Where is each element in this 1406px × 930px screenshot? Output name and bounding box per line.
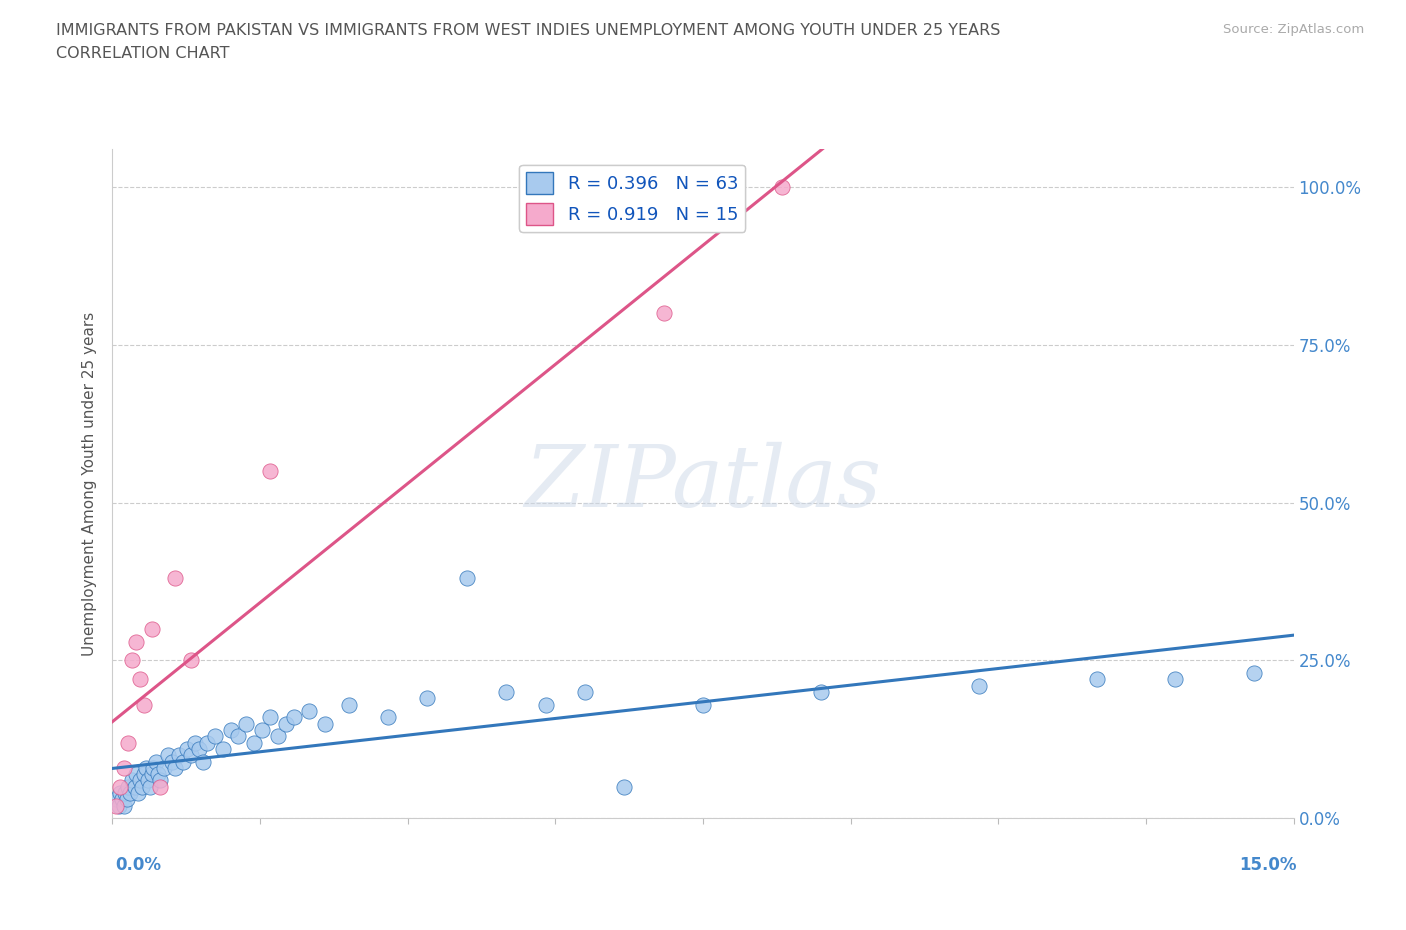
Point [770, 179, 793, 194]
Point [377, 710, 399, 724]
Point [314, 716, 336, 731]
Point [169, 748, 191, 763]
Point [534, 698, 557, 712]
Point [195, 735, 218, 750]
Point [132, 698, 155, 712]
Point [145, 754, 167, 769]
Point [105, 792, 128, 807]
Point [165, 571, 187, 586]
Point [105, 798, 128, 813]
Point [115, 792, 138, 807]
Point [121, 653, 143, 668]
Point [131, 779, 153, 794]
Point [574, 684, 596, 699]
Point [135, 761, 157, 776]
Point [124, 779, 146, 794]
Point [456, 571, 478, 586]
Point [139, 779, 162, 794]
Point [259, 463, 281, 478]
Point [112, 798, 135, 813]
Point [136, 773, 159, 788]
Point [156, 748, 179, 763]
Point [337, 698, 360, 712]
Point [117, 779, 139, 794]
Point [495, 684, 517, 699]
Point [204, 729, 226, 744]
Point [129, 773, 152, 788]
Point [188, 741, 211, 756]
Point [111, 792, 134, 807]
Text: 0.0%: 0.0% [115, 856, 162, 873]
Point [172, 754, 194, 769]
Text: CORRELATION CHART: CORRELATION CHART [56, 46, 229, 61]
Text: Source: ZipAtlas.com: Source: ZipAtlas.com [1223, 23, 1364, 36]
Point [283, 710, 305, 724]
Point [1085, 672, 1108, 687]
Point [180, 748, 202, 763]
Point [110, 786, 132, 801]
Point [117, 735, 139, 750]
Point [146, 766, 169, 781]
Point [112, 761, 135, 776]
Text: ZIPatlas: ZIPatlas [524, 443, 882, 525]
Point [114, 786, 136, 801]
Point [967, 678, 990, 693]
Y-axis label: Unemployment Among Youth under 25 years: Unemployment Among Youth under 25 years [82, 312, 97, 656]
Point [142, 761, 165, 776]
Point [250, 723, 273, 737]
Point [692, 698, 714, 712]
Point [235, 716, 257, 731]
Point [259, 710, 281, 724]
Point [165, 761, 187, 776]
Point [129, 672, 152, 687]
Point [141, 621, 163, 636]
Point [121, 773, 143, 788]
Point [191, 754, 214, 769]
Point [228, 729, 250, 744]
Point [125, 634, 148, 649]
Point [613, 779, 636, 794]
Point [127, 786, 149, 801]
Point [1243, 666, 1265, 681]
Text: IMMIGRANTS FROM PAKISTAN VS IMMIGRANTS FROM WEST INDIES UNEMPLOYMENT AMONG YOUTH: IMMIGRANTS FROM PAKISTAN VS IMMIGRANTS F… [56, 23, 1001, 38]
Point [160, 754, 183, 769]
Point [243, 735, 266, 750]
Point [652, 306, 675, 321]
Point [274, 716, 297, 731]
Point [810, 684, 832, 699]
Point [211, 741, 233, 756]
Text: 15.0%: 15.0% [1239, 856, 1296, 873]
Point [132, 766, 155, 781]
Point [298, 704, 321, 719]
Point [219, 723, 242, 737]
Point [416, 691, 439, 706]
Point [125, 766, 148, 781]
Point [141, 766, 163, 781]
Point [149, 779, 172, 794]
Point [118, 786, 141, 801]
Point [176, 741, 198, 756]
Point [267, 729, 290, 744]
Point [149, 773, 172, 788]
Point [184, 735, 207, 750]
Point [110, 779, 132, 794]
Point [152, 761, 174, 776]
Legend: R = 0.396   N = 63, R = 0.919   N = 15: R = 0.396 N = 63, R = 0.919 N = 15 [519, 165, 745, 232]
Point [1164, 672, 1187, 687]
Point [180, 653, 202, 668]
Point [107, 798, 129, 813]
